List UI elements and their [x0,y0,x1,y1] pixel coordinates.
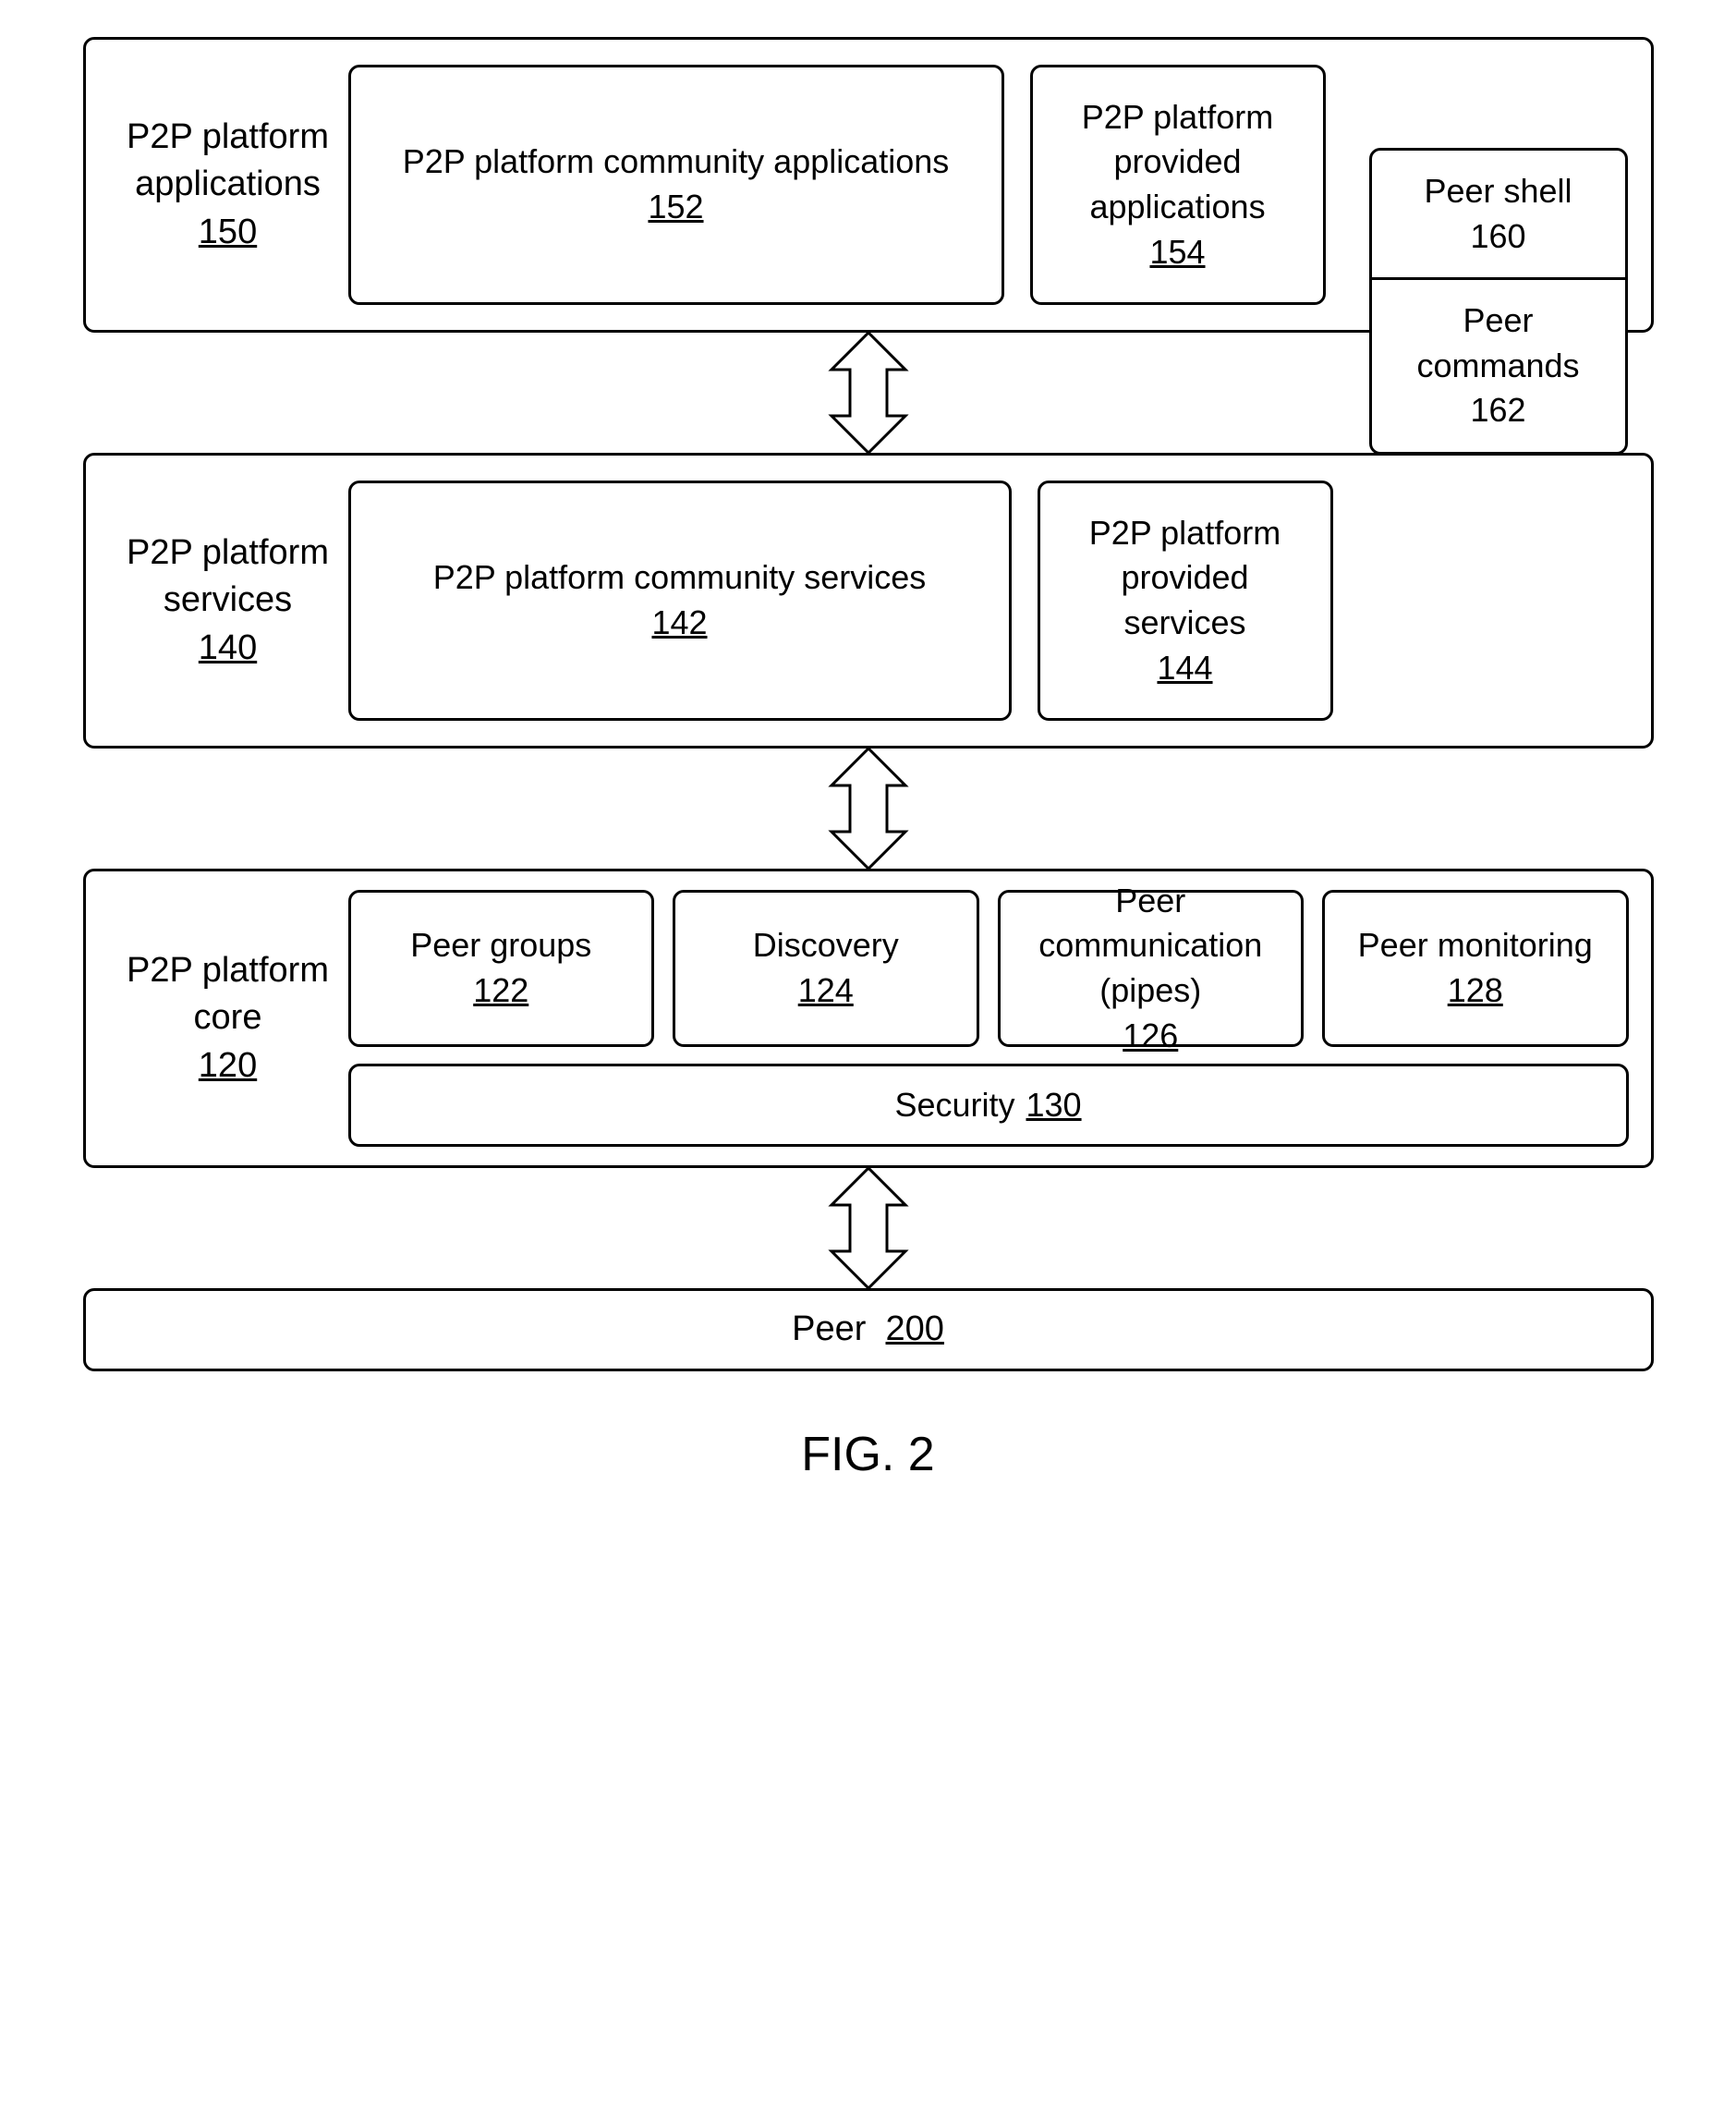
provided-services-label: P2P platform provided services [1057,511,1314,646]
peer-commands-label: Peer commands [1416,301,1579,384]
box-peer-monitoring: Peer monitoring 128 [1322,890,1629,1047]
peer-num: 200 [886,1309,944,1348]
layer-services: P2P platform services 140 P2P platform c… [83,453,1654,749]
box-peer-communication: Peer communication (pipes) 126 [998,890,1305,1047]
layer-services-label: P2P platform services 140 [108,530,348,672]
box-peer-groups: Peer groups 122 [348,890,655,1047]
community-applications-num: 152 [648,185,703,230]
peer-groups-label: Peer groups [410,923,591,968]
peer-shell-label: Peer shell [1424,172,1572,210]
layer-core-title: P2P platform core [127,951,329,1037]
double-arrow-icon [804,749,933,869]
box-community-services: P2P platform community services 142 [348,481,1012,721]
box-peer-shell: Peer shell 160 [1369,148,1628,280]
peer-label: Peer [792,1309,866,1348]
layer-services-num: 140 [199,628,257,667]
layer-core: P2P platform core 120 Peer groups 122 Di… [83,869,1654,1168]
provided-applications-label: P2P platform provided applications [1050,95,1306,230]
layer-core-label: P2P platform core 120 [108,947,348,1089]
layer-applications-title: P2P platform applications [127,117,329,203]
layer-applications-num: 150 [199,213,257,251]
double-arrow-icon [804,333,933,453]
security-label: Security [894,1083,1014,1128]
peer-communication-num: 126 [1123,1014,1178,1059]
layer-applications-label: P2P platform applications 150 [108,114,348,256]
layer-peer: Peer 200 [83,1288,1654,1371]
box-provided-services: P2P platform provided services 144 [1038,481,1333,721]
p2p-architecture-diagram: P2P platform applications 150 P2P platfo… [83,37,1654,1371]
peer-communication-label: Peer communication (pipes) [1017,879,1285,1014]
arrow-services-core [83,749,1654,869]
double-arrow-icon [804,1168,933,1288]
box-provided-applications: P2P platform provided applications 154 [1030,65,1326,305]
peer-monitoring-label: Peer monitoring [1358,923,1593,968]
layer-core-num: 120 [199,1046,257,1085]
box-peer-commands: Peer commands 162 [1369,280,1628,455]
community-services-num: 142 [651,601,707,646]
figure-caption: FIG. 2 [801,1427,934,1482]
peer-shell-stack: Peer shell 160 Peer commands 162 [1369,148,1628,455]
provided-applications-num: 154 [1149,230,1205,275]
community-applications-label: P2P platform community applications [403,140,950,185]
community-services-label: P2P platform community services [433,555,927,601]
security-num: 130 [1026,1083,1081,1128]
box-security: Security 130 [348,1064,1629,1147]
arrow-core-peer [83,1168,1654,1288]
discovery-label: Discovery [753,923,899,968]
peer-commands-num: 162 [1470,391,1525,429]
box-discovery: Discovery 124 [673,890,979,1047]
peer-groups-num: 122 [473,968,528,1014]
peer-shell-num: 160 [1470,217,1525,255]
discovery-num: 124 [798,968,854,1014]
provided-services-num: 144 [1157,646,1212,691]
box-community-applications: P2P platform community applications 152 [348,65,1004,305]
layer-services-title: P2P platform services [127,533,329,619]
peer-monitoring-num: 128 [1448,968,1503,1014]
